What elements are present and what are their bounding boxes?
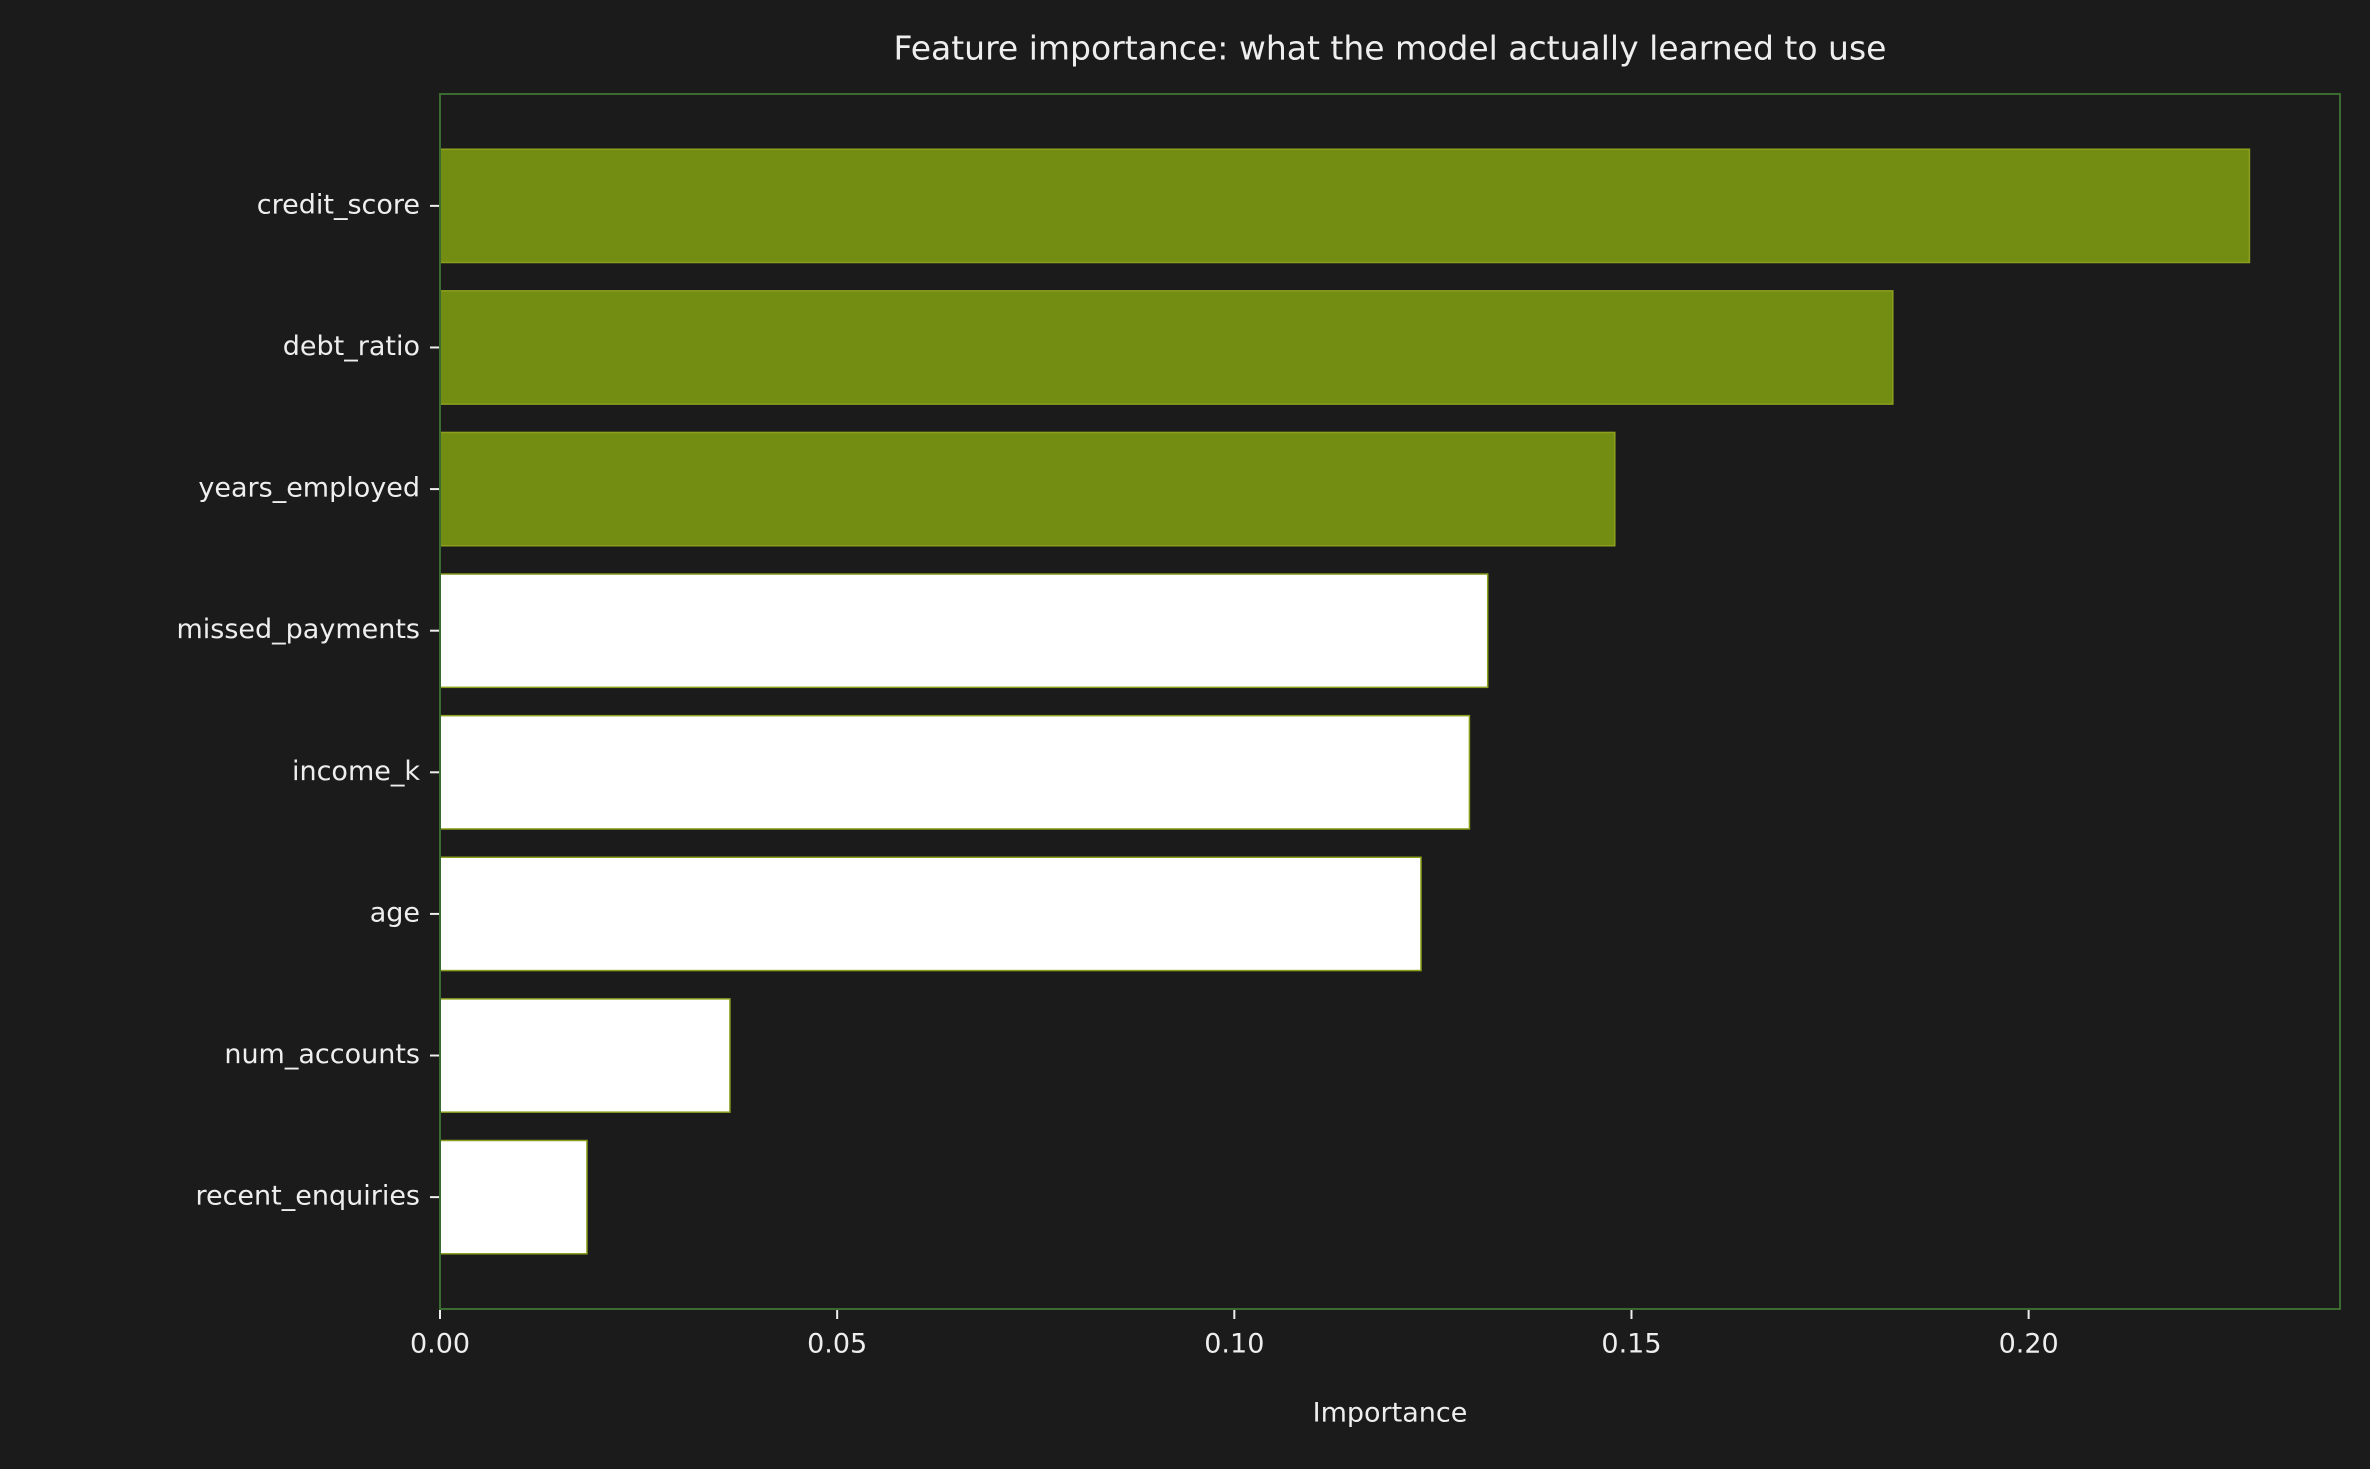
bar <box>439 290 1894 405</box>
bar <box>439 856 1422 972</box>
y-tick-label: age <box>370 897 420 928</box>
y-tick-label: missed_payments <box>176 614 420 645</box>
x-tick-label: 0.05 <box>807 1329 867 1360</box>
bar <box>439 1139 588 1255</box>
x-tick-label: 0.15 <box>1601 1329 1661 1360</box>
y-tick-label: debt_ratio <box>283 331 420 362</box>
x-tick-label: 0.00 <box>410 1329 470 1360</box>
x-tick-label: 0.10 <box>1204 1329 1264 1360</box>
bar <box>439 714 1471 830</box>
bar <box>439 148 2251 264</box>
plot-frame <box>439 93 2341 1310</box>
y-tick-label: years_employed <box>198 473 420 504</box>
x-tick-label: 0.20 <box>1999 1329 2059 1360</box>
y-tick-label: income_k <box>292 756 420 787</box>
y-tick-label: num_accounts <box>224 1039 420 1070</box>
y-tick-label: recent_enquiries <box>195 1181 420 1212</box>
bar <box>439 998 731 1113</box>
x-axis-label: Importance <box>1313 1398 1468 1429</box>
y-tick-label: credit_score <box>257 189 420 220</box>
bar <box>439 573 1489 689</box>
chart-title: Feature importance: what the model actua… <box>894 29 1887 68</box>
bar <box>439 431 1616 547</box>
